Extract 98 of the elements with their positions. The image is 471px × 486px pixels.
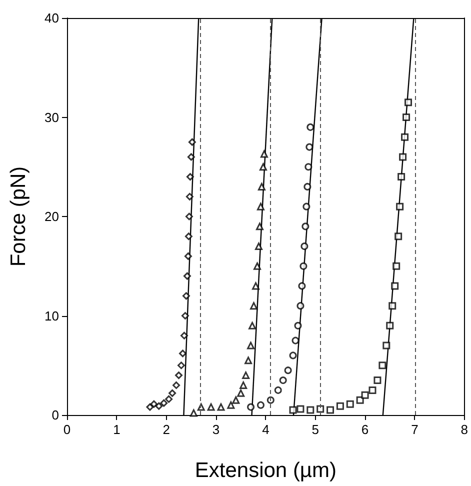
point <box>252 282 260 290</box>
point <box>242 372 250 380</box>
point <box>398 173 406 181</box>
point <box>300 242 308 250</box>
point <box>374 376 382 384</box>
point <box>368 386 376 394</box>
x-tick-label: 8 <box>460 422 468 437</box>
point <box>256 202 264 210</box>
point <box>401 133 409 141</box>
point <box>150 400 158 408</box>
y-tick-label: 40 <box>44 10 59 26</box>
y-tick-label: 0 <box>52 408 59 422</box>
point <box>256 222 264 230</box>
point <box>302 202 310 210</box>
y-tick-label: 30 <box>44 110 59 125</box>
point <box>187 153 195 161</box>
point <box>188 138 196 146</box>
point <box>396 202 404 210</box>
point <box>207 403 215 411</box>
point <box>248 322 256 330</box>
point <box>247 403 255 411</box>
x-tick-label: 1 <box>113 422 120 437</box>
point <box>165 395 173 403</box>
point <box>296 302 304 310</box>
x-tick-label: 3 <box>212 422 220 437</box>
y-axis-title: Force (pN) <box>7 166 30 267</box>
point <box>244 356 252 364</box>
point <box>274 386 282 394</box>
point <box>254 242 262 250</box>
point <box>182 292 190 300</box>
point <box>289 406 297 414</box>
point <box>168 389 176 397</box>
point <box>306 143 314 151</box>
y-tick-label: 10 <box>44 308 59 324</box>
point <box>336 402 344 410</box>
point <box>180 332 188 340</box>
x-tick-label: 6 <box>361 422 369 437</box>
point <box>306 123 314 131</box>
point <box>402 114 410 121</box>
point <box>279 376 287 384</box>
point <box>259 163 267 171</box>
point <box>294 322 302 330</box>
x-tick-label: 5 <box>312 422 319 437</box>
point <box>258 182 266 190</box>
point <box>254 262 261 270</box>
x-tick-label: 4 <box>262 422 270 437</box>
point <box>404 98 412 106</box>
point <box>394 232 402 240</box>
point <box>292 336 300 344</box>
point <box>392 262 400 270</box>
point <box>382 342 390 350</box>
point <box>240 381 248 389</box>
point <box>260 150 268 158</box>
point <box>326 406 334 414</box>
point <box>296 405 304 413</box>
x-tick-label: 0 <box>63 422 71 437</box>
point <box>184 232 192 240</box>
point <box>190 409 198 417</box>
point <box>298 282 306 290</box>
point <box>284 366 292 374</box>
point <box>391 282 399 290</box>
point <box>186 192 194 200</box>
point <box>232 396 240 404</box>
point <box>302 222 310 230</box>
point <box>217 403 225 411</box>
point <box>361 391 369 399</box>
point <box>304 182 312 190</box>
x-tick-label: 7 <box>411 422 418 437</box>
point <box>178 350 186 358</box>
point <box>247 342 255 350</box>
x-tick-label: 2 <box>162 422 170 437</box>
point <box>256 401 264 409</box>
point <box>388 302 396 310</box>
point <box>183 272 191 280</box>
point <box>399 153 407 161</box>
point <box>316 405 324 413</box>
point <box>300 262 308 270</box>
point <box>155 402 163 410</box>
point <box>160 399 168 407</box>
y-tick-label: 20 <box>44 209 59 224</box>
point <box>184 252 192 260</box>
point <box>289 352 297 360</box>
point <box>178 362 185 370</box>
point <box>186 173 194 181</box>
point <box>175 372 183 380</box>
point <box>237 389 245 397</box>
point <box>185 212 193 220</box>
point <box>227 401 235 409</box>
point <box>346 400 354 408</box>
point <box>146 403 154 411</box>
point <box>378 362 386 370</box>
point <box>172 381 180 389</box>
point <box>386 322 394 330</box>
point <box>306 406 314 414</box>
point <box>356 396 364 404</box>
point <box>250 302 258 310</box>
x-axis-title: Extension (µm) <box>194 459 337 482</box>
point <box>304 163 312 171</box>
